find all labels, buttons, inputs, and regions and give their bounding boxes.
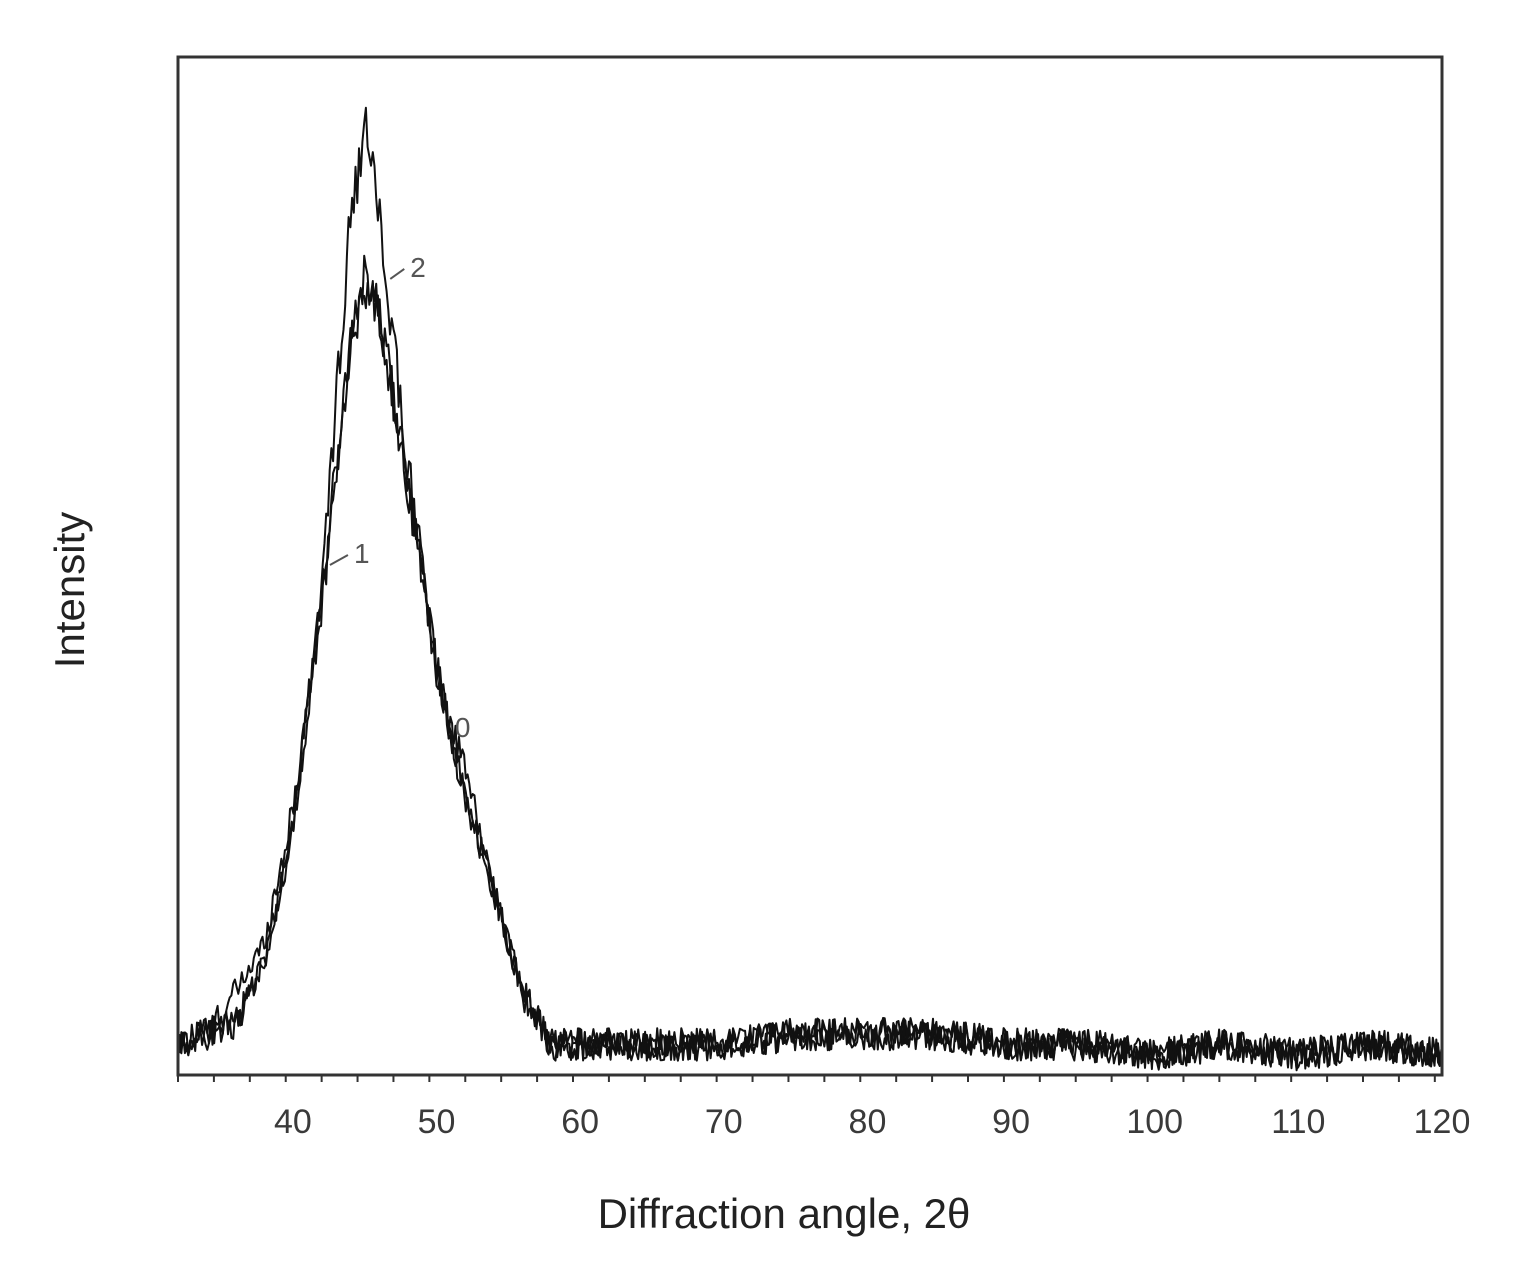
x-tick-label: 110 <box>1271 1103 1325 1141</box>
x-tick-label: 70 <box>705 1103 743 1141</box>
x-tick-label: 80 <box>849 1103 887 1141</box>
x-tick-label: 100 <box>1126 1103 1183 1141</box>
x-axis: 40 50 60 70 80 90 100 110 120 <box>177 1075 1471 1141</box>
curve-label-2: 2 <box>389 252 426 283</box>
curve-labels: 0 1 2 <box>329 252 471 743</box>
x-tick-label: 90 <box>992 1103 1030 1141</box>
x-tick-label: 50 <box>418 1103 456 1141</box>
series-line-0 <box>177 281 1443 1072</box>
curve-label-text: 0 <box>455 712 471 743</box>
y-axis-title: Intensity <box>46 512 93 668</box>
x-axis-title: Diffraction angle, 2θ <box>598 1190 971 1237</box>
curve-label-text: 2 <box>410 252 426 283</box>
curve-label-arrow <box>329 554 349 566</box>
series-line-2 <box>177 106 1443 1070</box>
curve-label-0: 0 <box>455 712 471 743</box>
x-tick-label: 40 <box>274 1103 312 1141</box>
curve-label-1: 1 <box>329 538 370 569</box>
plot-frame <box>176 55 1444 1077</box>
series-line-1 <box>177 254 1443 1071</box>
curve-label-arrow <box>389 268 405 280</box>
curve-label-text: 1 <box>354 538 370 569</box>
series-layer <box>177 106 1443 1072</box>
x-tick-label: 60 <box>561 1103 599 1141</box>
x-tick-label: 120 <box>1414 1103 1471 1141</box>
